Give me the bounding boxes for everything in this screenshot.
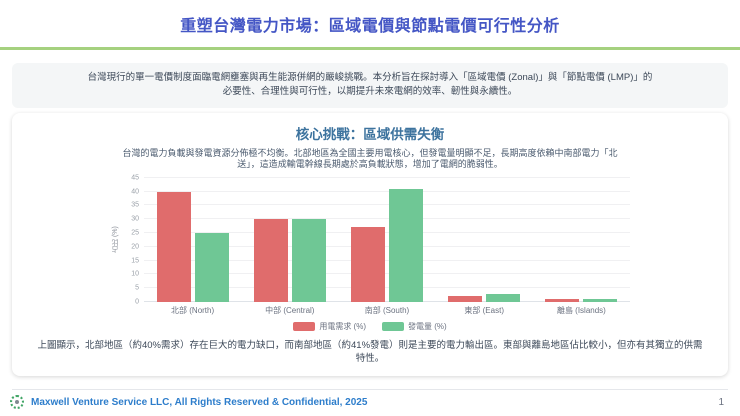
bar (388, 188, 423, 302)
y-tick-label: 40 (131, 188, 139, 196)
bar-group (350, 178, 423, 302)
bar-group (156, 178, 229, 302)
x-axis-label: 離島 (Islands) (556, 305, 606, 315)
chart-plot-area: 占比 (%) 0 5 10 15 20 25 30 35 40 45 (110, 174, 630, 306)
x-axis-label: 中部 (Central) (265, 305, 315, 315)
legend-swatch (293, 321, 316, 331)
y-tick-label: 30 (131, 215, 139, 223)
y-tick-label: 35 (131, 201, 139, 209)
x-axis-label: 北部 (North) (171, 305, 215, 315)
legend-label: 發電量 (%) (408, 321, 447, 331)
y-tick-label: 10 (131, 270, 139, 278)
bar (545, 299, 580, 302)
footer-copyright: Maxwell Venture Service LLC, All Rights … (31, 396, 368, 408)
y-tick-label: 25 (131, 229, 139, 237)
gridline (144, 287, 630, 289)
y-axis-title: 占比 (%) (112, 226, 119, 254)
y-tick-label: 0 (135, 298, 139, 306)
gridline (144, 245, 630, 247)
chart-legend: 用電需求 (%) 發電量 (%) (110, 321, 630, 332)
legend-item: 用電需求 (%) (293, 321, 366, 332)
x-axis-labels: 北部 (North) 中部 (Central) 南部 (South) 東部 (East… (144, 302, 630, 316)
bar (156, 191, 191, 302)
bar-chart: 占比 (%) 0 5 10 15 20 25 30 35 40 45 北部 (North) 中部 (… (110, 174, 630, 332)
page-title: 重塑台灣電力市場：區域電價與節點電價可行性分析 (180, 18, 560, 35)
slide-header: 重塑台灣電力市場：區域電價與節點電價可行性分析 (0, 0, 740, 36)
gridline (144, 204, 630, 206)
bar (583, 299, 618, 302)
legend-item: 發電量 (%) (382, 321, 447, 332)
y-tick-label: 20 (131, 243, 139, 251)
bar (486, 293, 521, 302)
gridline (144, 190, 630, 192)
bar (350, 227, 385, 302)
bar-group (253, 178, 326, 302)
y-tick-label: 45 (131, 174, 139, 182)
legend-label: 用電需求 (%) (319, 321, 366, 331)
bar-groups (144, 178, 630, 302)
gridline (144, 273, 630, 275)
gridline (144, 232, 630, 233)
section-title: 核心挑戰：區域供需失衡 (295, 126, 445, 142)
green-divider (0, 47, 740, 50)
bar-group (545, 178, 618, 302)
x-axis-label: 東部 (East) (464, 305, 504, 315)
bar (291, 219, 326, 302)
chart-conclusion: 上圖顯示，北部地區（約40%需求）存在巨大的電力缺口，而南部地區（約41%發電）… (37, 339, 703, 364)
gridline (144, 176, 630, 178)
y-tick-label: 5 (135, 284, 139, 292)
content-card: 核心挑戰：區域供需失衡 台灣的電力負載與發電資源分佈極不均衡。北部地區為全國主要… (12, 112, 728, 376)
slide-footer: Maxwell Venture Service LLC, All Rights … (0, 389, 740, 416)
x-axis-label: 南部 (South) (364, 305, 410, 315)
bar (194, 233, 229, 302)
legend-swatch (382, 321, 404, 331)
bar (448, 296, 483, 302)
gridline (144, 300, 630, 302)
y-tick-label: 15 (131, 257, 139, 265)
intro-box: 台灣現行的單一電價制度面臨電網壅塞與再生能源併網的嚴峻挑戰。本分析旨在探討導入「… (12, 63, 728, 108)
gridline (144, 259, 630, 261)
section-description: 台灣的電力負載與發電資源分佈極不均衡。北部地區為全國主要用電核心，但發電量明顯不… (122, 147, 618, 170)
bar (253, 219, 288, 302)
gridline (144, 218, 630, 220)
chart-plot (144, 176, 630, 302)
page-number: 1 (718, 396, 724, 408)
y-axis: 0 5 10 15 20 25 30 35 40 45 (122, 174, 144, 306)
footer-divider (12, 389, 728, 390)
intro-text: 台灣現行的單一電價制度面臨電網壅塞與再生能源併網的嚴峻挑戰。本分析旨在探討導入「… (87, 72, 653, 98)
bar-group (448, 178, 521, 302)
company-logo-icon (10, 395, 24, 409)
